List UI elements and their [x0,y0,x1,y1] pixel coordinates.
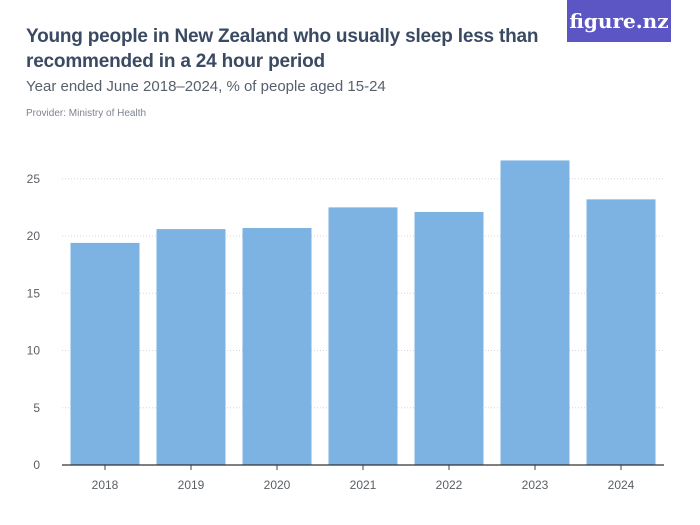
bar-2023[interactable] [500,160,570,465]
y-tick-label: 0 [33,458,40,472]
x-tick-label: 2022 [436,478,463,492]
x-tick-label: 2024 [608,478,635,492]
y-tick-label: 20 [27,229,41,243]
x-tick-label: 2018 [92,478,119,492]
y-tick-label: 5 [33,401,40,415]
x-tick-label: 2020 [264,478,291,492]
provider-label: Provider: Ministry of Health [26,108,147,119]
bar-2020[interactable] [242,227,312,465]
bar-2018[interactable] [70,242,140,465]
x-tick-label: 2023 [522,478,549,492]
chart-title: Young people in New Zealand who usually … [26,26,539,72]
figure-nz-logo[interactable]: figure.nz [567,0,671,42]
bars [70,160,656,466]
axes: 0 5 10 15 20 25 2018 2019 2020 2021 2022 2023 2024 [27,172,664,492]
bar-2022[interactable] [414,211,484,465]
y-tick-label: 10 [27,344,41,358]
y-tick-label: 15 [27,286,41,300]
x-tick-label: 2021 [350,478,377,492]
y-tick-label: 25 [27,172,41,186]
bar-2024[interactable] [586,199,656,466]
bar-2021[interactable] [328,207,398,465]
x-tick-label: 2019 [178,478,205,492]
chart-subtitle: Year ended June 2018–2024, % of people a… [26,78,386,95]
bar-2019[interactable] [156,229,226,465]
